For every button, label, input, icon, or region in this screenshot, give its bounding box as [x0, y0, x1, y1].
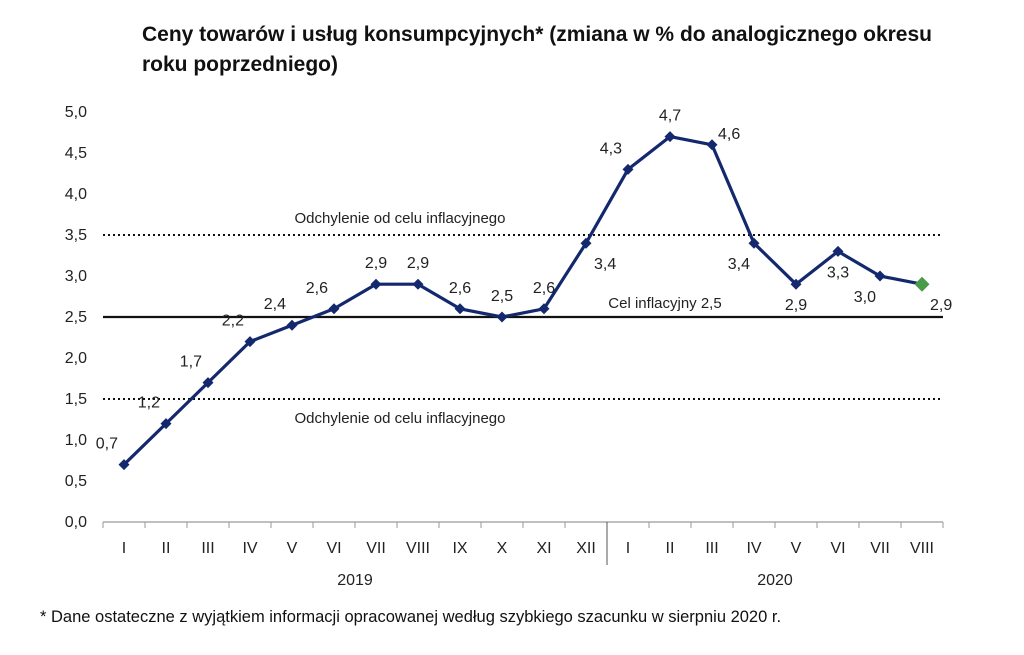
x-tick-label: IV [746, 540, 761, 557]
data-label: 1,7 [180, 354, 202, 371]
data-point [790, 278, 802, 290]
x-tick-label: VIII [406, 540, 430, 557]
x-tick-label: V [791, 540, 802, 557]
x-tick-label: IX [452, 540, 467, 557]
y-tick-label: 2,0 [65, 350, 87, 367]
data-label: 2,9 [365, 255, 387, 272]
x-tick-label: V [287, 540, 298, 557]
y-tick-label: 1,0 [65, 432, 87, 449]
data-label: 2,9 [785, 297, 807, 314]
data-label: 3,4 [594, 256, 616, 273]
x-tick-label: X [497, 540, 508, 557]
x-tick-label: I [122, 540, 126, 557]
data-point-latest [914, 276, 930, 292]
data-point [874, 270, 886, 282]
x-axis: I II III IV V VI VII VIII IX X XI XII I II III IV V VI VII… [102, 521, 944, 589]
y-tick-label: 3,0 [65, 268, 87, 285]
data-label: 4,3 [600, 140, 622, 157]
data-point [370, 278, 382, 290]
x-tick-label: XI [536, 540, 551, 557]
data-point [538, 303, 550, 315]
data-point [328, 303, 340, 315]
x-tick-label: III [705, 540, 718, 557]
data-point [622, 163, 634, 175]
data-point [832, 245, 844, 257]
y-tick-label: 1,5 [65, 391, 87, 408]
reference-lines: Odchylenie od celu inflacyjnego Cel infla… [103, 210, 943, 427]
data-point [286, 319, 298, 331]
x-tick-label: I [626, 540, 630, 557]
data-point [412, 278, 424, 290]
data-label: 3,4 [728, 256, 750, 273]
y-tick-label: 4,0 [65, 186, 87, 203]
chart-title: Ceny towarów i usług konsumpcyjnych* (zm… [142, 23, 932, 76]
data-label: 3,0 [854, 289, 876, 306]
data-label: 2,9 [930, 297, 952, 314]
x-tick-label: VI [830, 540, 845, 557]
x-tick-label: VII [870, 540, 890, 557]
data-labels: 0,7 1,2 1,7 2,2 2,4 2,6 2,9 2,9 2,6 2,5 2,6 3,4 4,3 4… [96, 108, 953, 453]
x-group-label: 2020 [757, 572, 793, 589]
data-point [496, 311, 508, 323]
data-point [118, 459, 130, 471]
series-line [122, 135, 923, 466]
data-label: 2,2 [222, 313, 244, 330]
data-label: 2,5 [491, 288, 513, 305]
y-axis: 0,0 0,5 1,0 1,5 2,0 2,5 3,0 3,5 4,0 4,5 5,0 [65, 104, 87, 531]
x-tick-label: VI [326, 540, 341, 557]
data-label: 4,6 [718, 126, 740, 143]
data-label: 2,6 [306, 280, 328, 297]
data-label: 2,4 [264, 296, 286, 313]
y-tick-label: 0,5 [65, 473, 87, 490]
reference-line-label: Odchylenie od celu inflacyjnego [295, 410, 506, 427]
reference-line-label: Cel inflacyjny 2,5 [608, 295, 721, 312]
data-point [748, 237, 760, 249]
data-label: 3,3 [827, 264, 849, 281]
y-tick-label: 2,5 [65, 309, 87, 326]
series-cpi [118, 131, 930, 471]
data-label: 0,7 [96, 436, 118, 453]
reference-line-label: Odchylenie od celu inflacyjnego [295, 210, 506, 227]
data-label: 2,6 [533, 280, 555, 297]
data-point [706, 139, 718, 151]
x-group-label: 2019 [337, 572, 373, 589]
y-tick-label: 5,0 [65, 104, 87, 121]
data-label: 2,6 [449, 280, 471, 297]
x-tick-label: XII [576, 540, 596, 557]
data-point [202, 377, 214, 389]
x-tick-label: VIII [910, 540, 934, 557]
data-point [160, 418, 172, 430]
footnote: * Dane ostateczne z wyjątkiem informacji… [40, 608, 782, 626]
data-point [664, 131, 676, 143]
data-point [580, 237, 592, 249]
x-tick-label: II [162, 540, 171, 557]
data-label: 1,2 [138, 395, 160, 412]
y-tick-label: 3,5 [65, 227, 87, 244]
y-tick-label: 0,0 [65, 514, 87, 531]
x-tick-label: II [666, 540, 675, 557]
data-point [244, 336, 256, 348]
y-tick-label: 4,5 [65, 145, 87, 162]
x-tick-label: III [201, 540, 214, 557]
x-tick-label: VII [366, 540, 386, 557]
data-label: 4,7 [659, 108, 681, 125]
data-point [454, 303, 466, 315]
line-chart: 0,00,51,01,52,02,53,03,54,04,55,0 I II III… [65, 104, 953, 589]
data-label: 2,9 [407, 255, 429, 272]
x-tick-label: IV [242, 540, 257, 557]
